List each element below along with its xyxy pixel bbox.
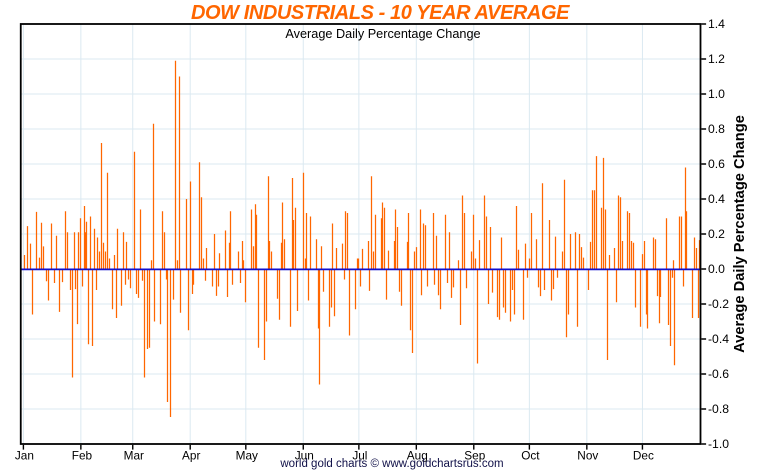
- svg-text:-0.2: -0.2: [708, 297, 729, 311]
- svg-text:1.0: 1.0: [708, 87, 725, 101]
- svg-text:-0.4: -0.4: [708, 332, 729, 346]
- svg-text:-1.0: -1.0: [708, 437, 729, 451]
- svg-text:Jul: Jul: [352, 449, 367, 463]
- svg-text:Sep: Sep: [464, 449, 485, 463]
- svg-text:0.4: 0.4: [708, 192, 725, 206]
- svg-text:May: May: [236, 449, 258, 463]
- svg-text:0.0: 0.0: [708, 262, 725, 276]
- svg-text:Mar: Mar: [124, 449, 144, 463]
- svg-text:Feb: Feb: [72, 449, 93, 463]
- svg-text:0.6: 0.6: [708, 157, 725, 171]
- svg-text:0.8: 0.8: [708, 122, 725, 136]
- svg-text:1.4: 1.4: [708, 17, 725, 31]
- svg-text:Oct: Oct: [521, 449, 540, 463]
- svg-text:Aug: Aug: [407, 449, 428, 463]
- svg-text:-0.8: -0.8: [708, 402, 729, 416]
- svg-text:0.2: 0.2: [708, 227, 725, 241]
- svg-text:Jan: Jan: [15, 449, 34, 463]
- svg-text:-0.6: -0.6: [708, 367, 729, 381]
- svg-text:Nov: Nov: [577, 449, 598, 463]
- svg-text:Jun: Jun: [295, 449, 314, 463]
- svg-text:1.2: 1.2: [708, 52, 725, 66]
- svg-text:Apr: Apr: [182, 449, 200, 463]
- svg-text:Dec: Dec: [633, 449, 654, 463]
